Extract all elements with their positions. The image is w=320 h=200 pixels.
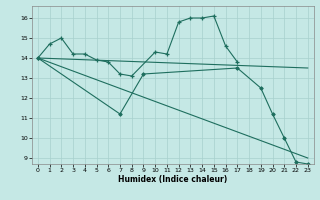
X-axis label: Humidex (Indice chaleur): Humidex (Indice chaleur) [118,175,228,184]
